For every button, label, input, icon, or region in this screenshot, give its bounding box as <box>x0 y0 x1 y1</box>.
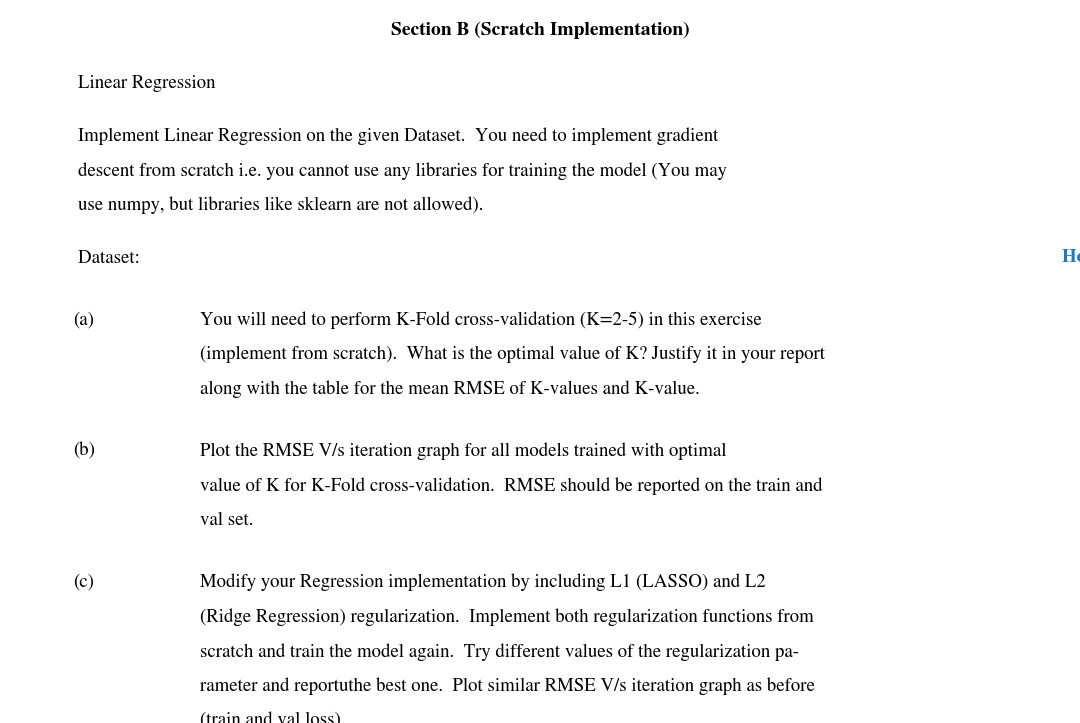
Text: Section B (Scratch Implementation): Section B (Scratch Implementation) <box>391 22 689 39</box>
Text: along with the table for the mean RMSE of K-values and K-value.: along with the table for the mean RMSE o… <box>200 381 700 398</box>
Text: (a): (a) <box>73 312 94 328</box>
Text: Housing Price Prediction Dataset: Housing Price Prediction Dataset <box>1062 249 1080 267</box>
Text: Modify your Regression implementation by including L1 (LASSO) and L2: Modify your Regression implementation by… <box>200 574 766 591</box>
Text: Implement Linear Regression on the given Dataset.  You need to implement gradien: Implement Linear Regression on the given… <box>78 127 718 145</box>
Text: (c): (c) <box>73 574 94 591</box>
Text: Dataset:: Dataset: <box>78 249 145 267</box>
Text: scratch and train the model again.  Try different values of the regularization p: scratch and train the model again. Try d… <box>200 643 799 661</box>
Text: descent from scratch i.e. you cannot use any libraries for training the model (Y: descent from scratch i.e. you cannot use… <box>78 162 727 179</box>
Text: Plot the RMSE V/s iteration graph for all models trained with optimal: Plot the RMSE V/s iteration graph for al… <box>200 442 726 460</box>
Text: (train and val loss).: (train and val loss). <box>200 713 346 723</box>
Text: val set.: val set. <box>200 512 253 529</box>
Text: (b): (b) <box>73 442 95 460</box>
Text: use numpy, but libraries like sklearn are not allowed).: use numpy, but libraries like sklearn ar… <box>78 197 483 214</box>
Text: rameter and reportuthe best one.  Plot similar RMSE V/s iteration graph as befor: rameter and reportuthe best one. Plot si… <box>200 678 814 696</box>
Text: Linear Regression: Linear Regression <box>78 74 215 92</box>
Text: value of K for K-Fold cross-validation.  RMSE should be reported on the train an: value of K for K-Fold cross-validation. … <box>200 477 822 495</box>
Text: (Ridge Regression) regularization.  Implement both regularization functions from: (Ridge Regression) regularization. Imple… <box>200 609 813 626</box>
Text: (implement from scratch).  What is the optimal value of K? Justify it in your re: (implement from scratch). What is the op… <box>200 346 825 363</box>
Text: You will need to perform K-Fold cross-validation (K=2-5) in this exercise: You will need to perform K-Fold cross-va… <box>200 312 761 329</box>
